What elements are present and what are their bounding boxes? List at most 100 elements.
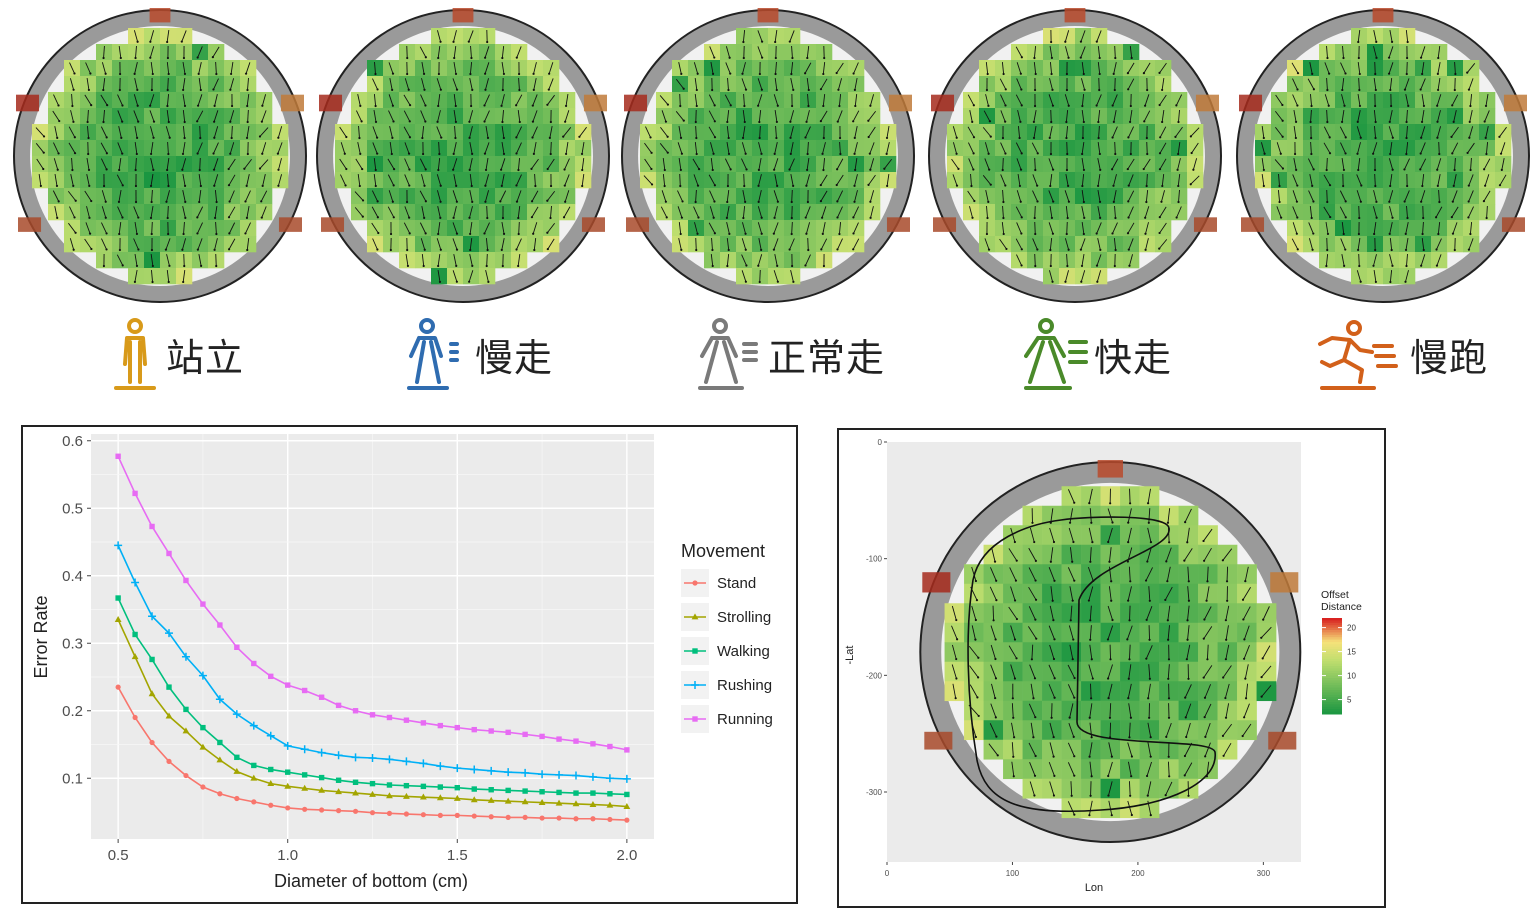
offset-arrow bbox=[437, 157, 441, 171]
offset-arrow-head bbox=[1375, 56, 1378, 59]
offset-arrow bbox=[1167, 761, 1170, 777]
offset-arrow bbox=[969, 665, 979, 678]
offset-arrow bbox=[1276, 206, 1282, 218]
offset-arrow-head bbox=[1126, 72, 1130, 75]
data-point-stand bbox=[183, 772, 189, 779]
offset-arrow bbox=[1292, 190, 1298, 202]
offset-arrow-head bbox=[453, 56, 456, 60]
offset-arrow-head bbox=[532, 232, 535, 235]
data-point-stand bbox=[607, 816, 613, 823]
offset-arrow-head bbox=[1128, 502, 1132, 505]
running-person-icon bbox=[1318, 320, 1398, 390]
offset-arrow bbox=[789, 30, 795, 42]
offset-arrow bbox=[986, 205, 988, 219]
offset-arrow-head bbox=[39, 184, 42, 188]
offset-arrow-head bbox=[1485, 152, 1488, 156]
offset-arrow bbox=[133, 94, 139, 106]
offset-arrow-head bbox=[215, 72, 218, 76]
offset-arrow-head bbox=[345, 167, 348, 171]
offset-arrow-head bbox=[374, 104, 377, 108]
offset-arrow-head bbox=[1095, 264, 1099, 267]
offset-arrow-head bbox=[1451, 200, 1454, 203]
offset-arrow-head bbox=[1295, 200, 1299, 203]
offset-arrow-head bbox=[1034, 598, 1038, 601]
data-point-rushing bbox=[232, 710, 241, 719]
data-point-running bbox=[251, 660, 257, 667]
data-point-walking bbox=[352, 779, 359, 785]
offset-arrow-head bbox=[1112, 184, 1115, 187]
offset-arrow bbox=[1148, 664, 1151, 679]
edge-sensors bbox=[16, 8, 304, 232]
offset-arrow-head bbox=[1126, 638, 1129, 641]
offset-arrow bbox=[853, 222, 859, 234]
offset-arrow bbox=[548, 78, 554, 90]
offset-arrow bbox=[150, 126, 154, 138]
offset-arrow bbox=[1323, 174, 1331, 186]
offset-arrow bbox=[165, 238, 171, 250]
offset-arrow bbox=[837, 110, 843, 122]
offset-arrow bbox=[372, 78, 378, 90]
offset-arrow-head bbox=[744, 280, 747, 283]
offset-arrow-head bbox=[515, 104, 518, 107]
offset-arrow bbox=[1357, 142, 1361, 154]
offset-arrow bbox=[213, 142, 219, 154]
offset-arrow bbox=[726, 189, 730, 203]
offset-arrow bbox=[229, 110, 235, 122]
offset-arrow bbox=[581, 142, 585, 154]
offset-arrow-head bbox=[1081, 152, 1084, 156]
offset-arrow-head bbox=[1020, 264, 1023, 267]
offset-arrow bbox=[742, 29, 746, 43]
offset-arrow-head bbox=[1467, 88, 1471, 91]
offset-arrow-head bbox=[1296, 216, 1299, 219]
offset-arrow bbox=[197, 238, 203, 250]
offset-arrow bbox=[469, 61, 473, 75]
data-point-running bbox=[301, 687, 308, 694]
offset-arrow bbox=[501, 94, 505, 106]
offset-arrow bbox=[133, 206, 139, 218]
offset-arrow bbox=[373, 93, 377, 107]
legend-label: Walking bbox=[717, 643, 770, 660]
offset-arrow-head bbox=[1052, 794, 1056, 797]
offset-arrow bbox=[403, 126, 411, 138]
offset-arrow-head bbox=[663, 184, 666, 188]
offset-arrow-head bbox=[1049, 248, 1052, 252]
offset-arrow-head bbox=[987, 104, 990, 107]
offset-arrow bbox=[1033, 45, 1037, 59]
offset-arrow bbox=[971, 625, 976, 640]
offset-arrow-head bbox=[1183, 754, 1187, 758]
offset-arrow-head bbox=[228, 232, 231, 235]
offset-arrow-head bbox=[455, 200, 458, 203]
offset-arrow bbox=[726, 237, 730, 251]
offset-arrow-head bbox=[852, 72, 855, 75]
offset-arrow-head bbox=[1158, 231, 1161, 235]
offset-arrow-head bbox=[1066, 152, 1069, 156]
offset-arrow bbox=[1033, 126, 1037, 138]
colorbar-segment bbox=[1322, 685, 1342, 689]
offset-arrow-head bbox=[1114, 152, 1117, 156]
offset-arrow-head bbox=[421, 152, 425, 156]
offset-arrow bbox=[420, 238, 426, 250]
data-point-running bbox=[183, 577, 189, 584]
offset-arrow bbox=[1499, 174, 1507, 186]
offset-arrow-head bbox=[1013, 599, 1017, 602]
offset-arrow bbox=[710, 62, 714, 74]
offset-arrow-head bbox=[1343, 104, 1346, 107]
offset-arrow-head bbox=[227, 216, 231, 219]
movement-label-rushing: 快走 bbox=[1024, 314, 1172, 394]
offset-arrow-head bbox=[1403, 88, 1407, 91]
offset-arrow bbox=[1167, 664, 1170, 679]
data-point-stand bbox=[624, 817, 630, 823]
offset-arrow bbox=[371, 222, 379, 234]
offset-arrow-head bbox=[1053, 774, 1056, 777]
data-point-walking bbox=[420, 783, 427, 790]
offset-arrow-head bbox=[682, 119, 685, 122]
offset-arrow bbox=[1437, 174, 1441, 186]
offset-arrow-head bbox=[361, 167, 364, 171]
offset-arrow bbox=[1028, 567, 1036, 581]
offset-arrow bbox=[1126, 625, 1133, 640]
offset-arrow bbox=[372, 238, 378, 250]
offset-arrow-head bbox=[133, 280, 137, 284]
edge-sensor-tab bbox=[626, 217, 650, 232]
offset-arrow bbox=[836, 62, 844, 74]
offset-arrow-head bbox=[757, 200, 760, 203]
